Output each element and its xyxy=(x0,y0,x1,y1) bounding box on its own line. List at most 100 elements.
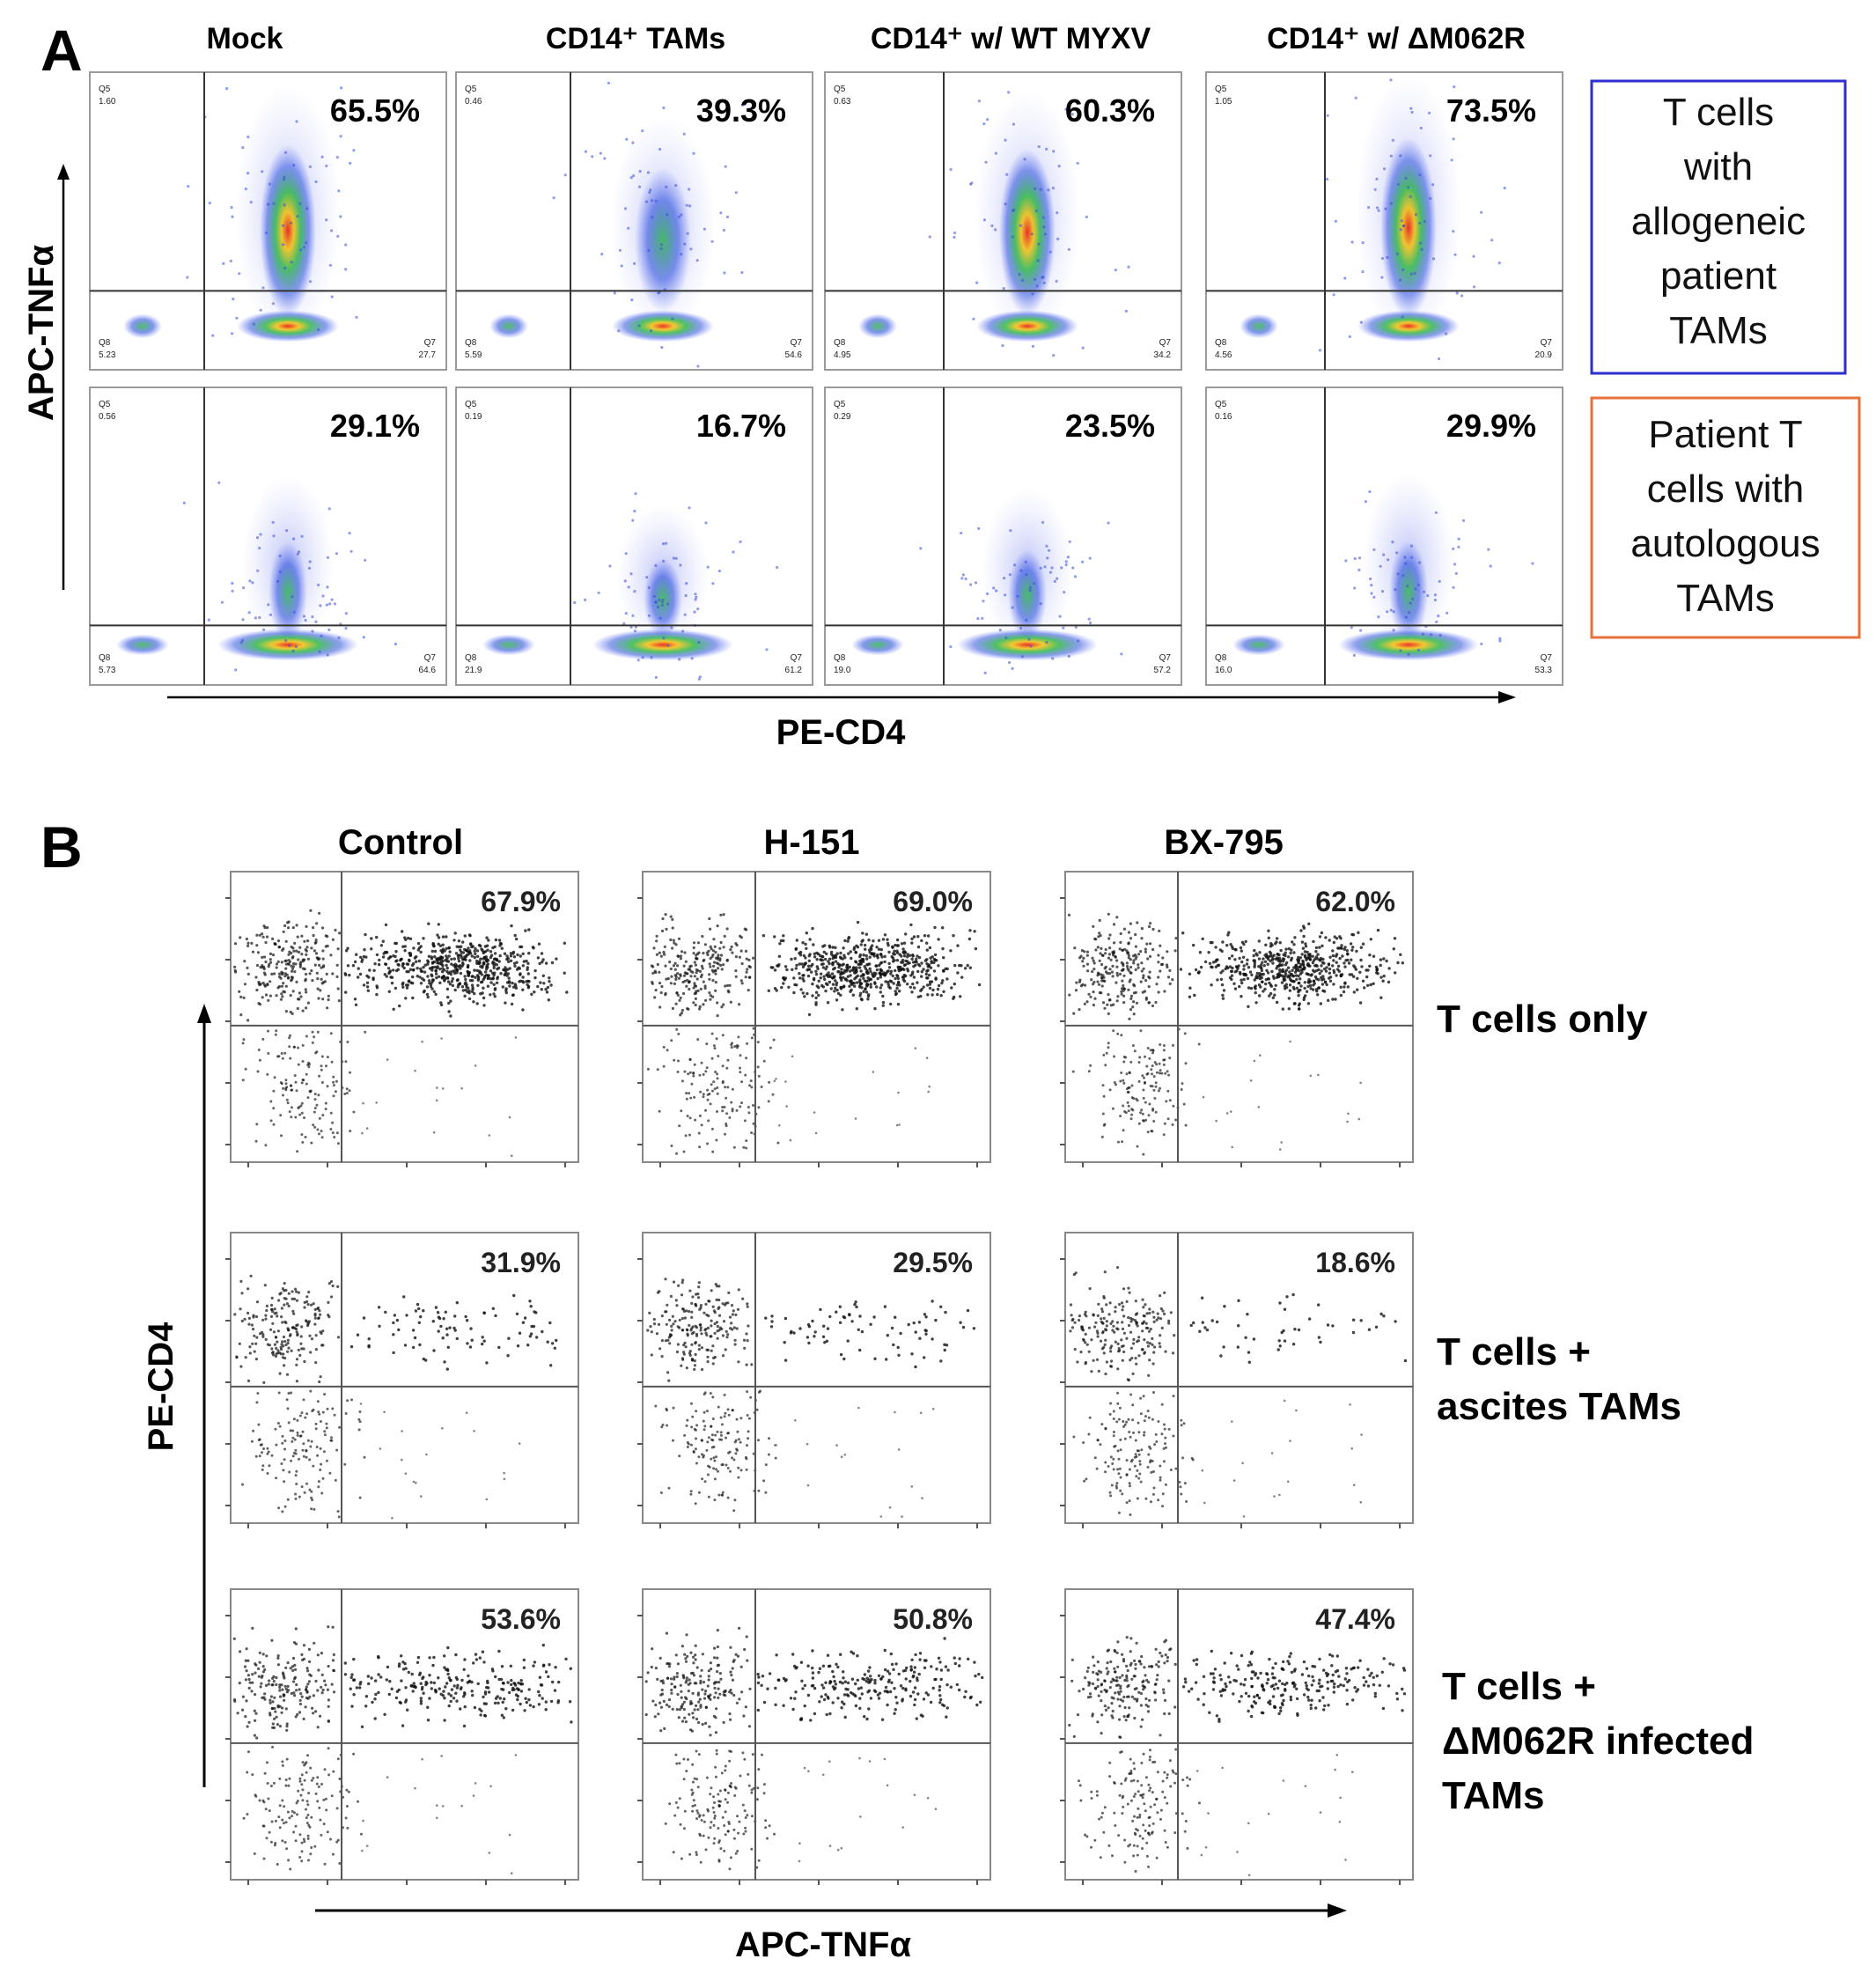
event-dot xyxy=(708,1465,711,1469)
event-dot xyxy=(646,1067,650,1071)
upper-right-percent: 69.0% xyxy=(893,886,973,917)
event-dot xyxy=(709,1102,712,1106)
event-dot xyxy=(254,1139,258,1143)
event-dot xyxy=(764,1316,768,1320)
event-dot xyxy=(833,955,836,959)
event-dot xyxy=(1104,1338,1107,1342)
event-dot xyxy=(244,1356,247,1359)
event-dot xyxy=(1121,1327,1125,1330)
event-dot xyxy=(291,1454,295,1458)
event-dot xyxy=(660,346,664,350)
event-dot xyxy=(303,1491,306,1494)
event-dot xyxy=(452,957,456,961)
event-dot xyxy=(670,1329,673,1332)
event-dot xyxy=(739,1054,742,1057)
event-dot xyxy=(855,1007,858,1011)
event-dot xyxy=(1249,1079,1253,1082)
event-dot xyxy=(430,980,434,984)
event-dot xyxy=(1340,973,1344,976)
event-dot xyxy=(241,618,245,622)
event-dot xyxy=(283,1440,287,1442)
event-dot xyxy=(272,1123,276,1126)
event-dot xyxy=(529,1305,533,1308)
event-dot xyxy=(1240,949,1244,953)
event-dot xyxy=(1074,989,1078,992)
event-dot xyxy=(742,1338,747,1342)
event-dot xyxy=(739,1469,743,1472)
panel-a-y-axis-label: APC-TNFα xyxy=(22,245,61,422)
event-dot xyxy=(417,1307,421,1311)
event-dot xyxy=(1159,944,1162,947)
event-dot xyxy=(706,1360,710,1364)
event-dot xyxy=(1084,1332,1087,1336)
event-dot xyxy=(1291,968,1294,972)
event-dot xyxy=(654,1404,658,1408)
event-dot xyxy=(283,1447,286,1451)
event-dot xyxy=(641,129,644,133)
event-dot xyxy=(1074,1271,1078,1275)
event-dot xyxy=(771,966,775,969)
event-dot xyxy=(319,1447,322,1450)
event-dot xyxy=(287,953,291,956)
event-dot xyxy=(422,1357,425,1361)
event-dot xyxy=(1264,943,1268,947)
event-dot xyxy=(1249,986,1254,990)
event-dot xyxy=(331,972,335,976)
event-dot xyxy=(739,1105,742,1108)
event-dot xyxy=(790,957,793,961)
event-dot xyxy=(739,1071,742,1074)
event-dot xyxy=(1164,1436,1167,1440)
event-dot xyxy=(1454,571,1458,576)
event-dot xyxy=(698,1145,702,1149)
event-dot xyxy=(857,1328,860,1332)
event-dot xyxy=(1153,1443,1157,1447)
event-dot xyxy=(859,969,863,973)
event-dot xyxy=(331,1284,335,1288)
event-dot xyxy=(418,976,422,979)
event-dot xyxy=(298,991,301,995)
event-dot xyxy=(283,972,287,976)
event-dot xyxy=(840,1455,843,1458)
event-dot xyxy=(1173,949,1177,953)
event-dot xyxy=(217,481,221,484)
event-dot xyxy=(801,991,805,995)
event-dot xyxy=(1129,958,1132,961)
event-dot xyxy=(703,958,706,961)
event-dot xyxy=(1216,958,1219,961)
density-cloud xyxy=(482,634,535,656)
event-dot xyxy=(1064,563,1068,567)
event-dot xyxy=(252,1328,255,1331)
event-dot xyxy=(710,1289,713,1292)
event-dot xyxy=(1163,990,1166,993)
event-dot xyxy=(498,941,503,946)
event-dot xyxy=(1112,951,1115,954)
event-dot xyxy=(1328,979,1333,983)
gate-value-q8: 5.23 xyxy=(99,350,116,360)
event-dot xyxy=(828,975,832,979)
event-dot xyxy=(1343,981,1347,985)
event-dot xyxy=(883,1305,887,1308)
event-dot xyxy=(1023,158,1026,161)
event-dot xyxy=(326,1056,329,1059)
event-dot xyxy=(299,1342,303,1345)
event-dot xyxy=(254,1358,258,1361)
event-dot xyxy=(284,1082,288,1086)
event-dot xyxy=(1159,1334,1162,1337)
event-dot xyxy=(408,958,411,962)
event-dot xyxy=(1226,933,1230,937)
event-dot xyxy=(923,959,928,962)
event-dot xyxy=(1066,556,1070,559)
event-dot xyxy=(798,954,803,957)
event-dot xyxy=(725,1463,728,1467)
event-dot xyxy=(901,947,905,951)
event-dot xyxy=(654,199,658,202)
event-dot xyxy=(273,972,276,976)
event-dot xyxy=(650,1353,653,1357)
event-dot xyxy=(1306,950,1309,954)
event-dot xyxy=(1159,1464,1162,1468)
event-dot xyxy=(1101,1084,1105,1087)
event-dot xyxy=(749,1079,753,1083)
event-dot xyxy=(316,1307,320,1311)
event-dot xyxy=(739,1417,743,1420)
event-dot xyxy=(398,1004,401,1008)
